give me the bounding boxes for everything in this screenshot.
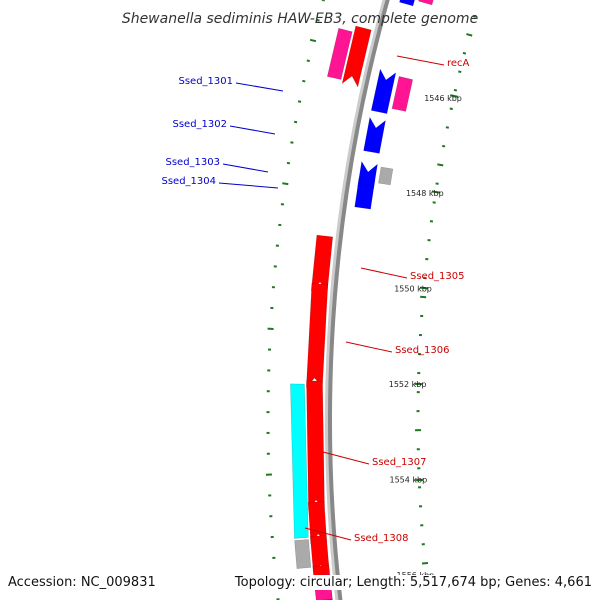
gene-ssed-1306-block xyxy=(306,283,329,389)
gene-rrna-block xyxy=(327,27,353,80)
gc-dot xyxy=(462,51,467,55)
tick-mark xyxy=(449,94,459,98)
gene-label: Ssed_1306 xyxy=(395,345,450,356)
gc-dot xyxy=(306,59,310,63)
gene-recA-block xyxy=(341,25,372,88)
gc-dot xyxy=(309,38,317,43)
tick-mark xyxy=(431,190,440,194)
gene-ssed-1302-block xyxy=(363,116,386,154)
gc-dot xyxy=(437,163,444,167)
label-leader-line xyxy=(360,267,408,279)
gene-special-block xyxy=(290,383,309,539)
gene-label: recA xyxy=(447,58,470,69)
gene-ssed-1307-block xyxy=(306,380,325,511)
gene-pseudo-block xyxy=(294,539,312,569)
gc-dot xyxy=(302,79,306,83)
gene-label: Ssed_1307 xyxy=(372,457,427,468)
label-leader-line xyxy=(396,55,445,66)
map-title: Shewanella sediminis HAW-EB3, complete g… xyxy=(122,11,478,27)
tick-mark xyxy=(419,286,429,290)
gc-dot xyxy=(466,33,473,37)
label-leader-line xyxy=(304,527,352,541)
gc-dot xyxy=(421,561,429,565)
gc-dot xyxy=(282,182,289,186)
gene-label: Ssed_1301 xyxy=(178,76,233,87)
gc-track-inner xyxy=(265,0,325,600)
gc-dot xyxy=(445,126,450,129)
gene-label: Ssed_1304 xyxy=(161,176,216,187)
label-leader-line xyxy=(222,163,269,173)
gc-dot xyxy=(449,107,453,111)
tick-label: 1552 kbp xyxy=(389,380,427,389)
topology-text: Topology: circular; Length: 5,517,674 bp… xyxy=(234,575,592,590)
gc-dot xyxy=(316,18,320,22)
gc-dot xyxy=(453,88,458,92)
gc-dot xyxy=(458,70,462,74)
label-leader-line xyxy=(218,182,279,189)
gene-label: Ssed_1308 xyxy=(354,533,409,544)
gc-dot xyxy=(297,100,302,103)
gene-pseudo-block xyxy=(378,166,394,186)
label-leader-line xyxy=(322,451,370,465)
gene-label: Ssed_1303 xyxy=(165,157,220,168)
backbone-line xyxy=(328,0,390,600)
gc-dot xyxy=(420,295,427,299)
gene-label: Ssed_1302 xyxy=(172,119,227,130)
gene-ssed-1304-block xyxy=(354,176,376,210)
gene-reverse-block xyxy=(399,0,415,7)
tick-label: 1546 kbp xyxy=(424,94,462,103)
gc-dot xyxy=(442,144,446,148)
tick-label: 1548 kbp xyxy=(406,189,444,198)
accession-text: Accession: NC_009831 xyxy=(8,575,156,590)
gene-label: Ssed_1305 xyxy=(410,271,465,282)
gc-dot xyxy=(472,15,477,18)
gc-track-outer xyxy=(415,15,477,600)
gene-rrna-block xyxy=(418,0,434,6)
gene-ssed-1301-block xyxy=(370,68,397,114)
label-leader-line xyxy=(345,341,393,353)
gene-rrna-block xyxy=(391,76,414,112)
tick-label: 1550 kbp xyxy=(394,285,432,294)
label-leader-line xyxy=(229,125,276,135)
label-leader-line xyxy=(235,82,284,92)
gc-dot xyxy=(293,120,298,124)
tick-label: 1554 kbp xyxy=(390,476,428,485)
gc-dot xyxy=(290,141,294,144)
